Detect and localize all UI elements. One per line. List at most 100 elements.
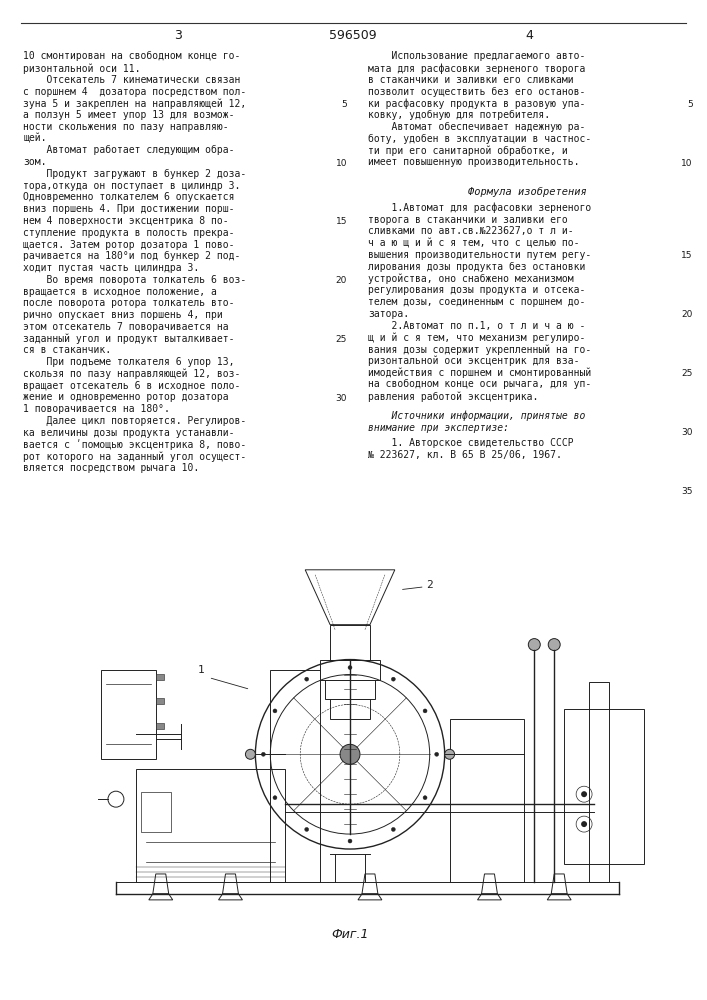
Text: 25: 25 bbox=[682, 369, 693, 378]
Text: Формула изобретения: Формула изобретения bbox=[468, 187, 587, 197]
Bar bbox=[325, 680, 375, 699]
Text: 30: 30 bbox=[336, 394, 347, 403]
Circle shape bbox=[273, 709, 277, 713]
Text: 1.Автомат для расфасовки зерненого: 1.Автомат для расфасовки зерненого bbox=[368, 203, 591, 213]
Text: внимание при экспертизе:: внимание при экспертизе: bbox=[368, 423, 509, 433]
Text: имеет повышенную производительность.: имеет повышенную производительность. bbox=[368, 157, 580, 167]
Text: 10 смонтирован на свободном конце го-: 10 смонтирован на свободном конце го- bbox=[23, 51, 240, 61]
Text: мата для расфасовки зерненого творога: мата для расфасовки зерненого творога bbox=[368, 63, 585, 74]
Text: после поворота ротора толкатель вто-: после поворота ротора толкатель вто- bbox=[23, 298, 235, 308]
Text: Далее цикл повторяется. Регулиров-: Далее цикл повторяется. Регулиров- bbox=[23, 416, 247, 426]
Circle shape bbox=[305, 827, 309, 831]
Circle shape bbox=[245, 749, 255, 759]
Circle shape bbox=[423, 709, 427, 713]
Text: 1: 1 bbox=[197, 665, 204, 675]
Text: Отсекатель 7 кинематически связан: Отсекатель 7 кинематически связан bbox=[23, 75, 240, 85]
Text: с поршнем 4  дозатора посредством пол-: с поршнем 4 дозатора посредством пол- bbox=[23, 87, 247, 97]
Text: творога в стаканчики и заливки его: творога в стаканчики и заливки его bbox=[368, 215, 568, 225]
Text: Использование предлагаемого авто-: Использование предлагаемого авто- bbox=[368, 51, 585, 61]
Text: равления работой эксцентрика.: равления работой эксцентрика. bbox=[368, 391, 538, 402]
Circle shape bbox=[548, 639, 560, 651]
Text: 1 поворачивается на 180°.: 1 поворачивается на 180°. bbox=[23, 404, 170, 414]
Text: этом отсекатель 7 поворачивается на: этом отсекатель 7 поворачивается на bbox=[23, 322, 229, 332]
Text: ковку, удобную для потребителя.: ковку, удобную для потребителя. bbox=[368, 110, 550, 120]
Circle shape bbox=[262, 752, 265, 756]
Text: 20: 20 bbox=[336, 276, 347, 285]
Text: щается. Затем ротор дозатора 1 пово-: щается. Затем ротор дозатора 1 пово- bbox=[23, 240, 235, 250]
Text: вается с ʹпомощью эксцентрика 8, пово-: вается с ʹпомощью эксцентрика 8, пово- bbox=[23, 440, 247, 450]
Text: сливками по авт.св.№223627,о т л и-: сливками по авт.св.№223627,о т л и- bbox=[368, 226, 573, 236]
Text: позволит осуществить без его останов-: позволит осуществить без его останов- bbox=[368, 87, 585, 97]
Text: 10: 10 bbox=[681, 159, 693, 168]
Text: 15: 15 bbox=[681, 251, 693, 260]
Text: ка величины дозы продукта устанавли-: ка величины дозы продукта устанавли- bbox=[23, 428, 235, 438]
Text: 2: 2 bbox=[426, 580, 433, 590]
Text: затора.: затора. bbox=[368, 309, 409, 319]
Text: 20: 20 bbox=[682, 310, 693, 319]
Text: зом.: зом. bbox=[23, 157, 47, 167]
Text: 1. Авторское свидетельство СССР: 1. Авторское свидетельство СССР bbox=[368, 438, 573, 448]
Circle shape bbox=[348, 839, 352, 843]
Circle shape bbox=[435, 752, 438, 756]
Text: 30: 30 bbox=[681, 428, 693, 437]
Bar bbox=[101, 670, 156, 759]
Circle shape bbox=[423, 796, 427, 800]
Text: вращает отсекатель 6 в исходное поло-: вращает отсекатель 6 в исходное поло- bbox=[23, 381, 240, 391]
Bar bbox=[156, 698, 164, 704]
Bar bbox=[330, 699, 370, 719]
Circle shape bbox=[340, 744, 360, 764]
Bar bbox=[450, 719, 525, 882]
Text: рично опускает вниз поршень 4, при: рично опускает вниз поршень 4, при bbox=[23, 310, 223, 320]
Text: щей.: щей. bbox=[23, 134, 47, 144]
Text: в стаканчики и заливки его сливками: в стаканчики и заливки его сливками bbox=[368, 75, 573, 85]
Bar bbox=[320, 660, 380, 680]
Text: ч а ю щ и й с я тем, что с целью по-: ч а ю щ и й с я тем, что с целью по- bbox=[368, 238, 580, 248]
Text: устройства, оно снабжено механизмом: устройства, оно снабжено механизмом bbox=[368, 273, 573, 284]
Text: Фиг.1: Фиг.1 bbox=[332, 928, 369, 941]
Bar bbox=[136, 769, 285, 882]
Text: 5: 5 bbox=[687, 100, 693, 109]
Text: рот которого на заданный угол осущест-: рот которого на заданный угол осущест- bbox=[23, 451, 247, 462]
Text: регулирования дозы продукта и отсека-: регулирования дозы продукта и отсека- bbox=[368, 285, 585, 295]
Text: зуна 5 и закреплен на направляющей 12,: зуна 5 и закреплен на направляющей 12, bbox=[23, 98, 247, 109]
Text: вышения производительности путем регу-: вышения производительности путем регу- bbox=[368, 250, 591, 260]
Bar bbox=[589, 682, 609, 882]
Bar bbox=[141, 792, 170, 832]
Circle shape bbox=[273, 796, 277, 800]
Text: вращается в исходное положение, а: вращается в исходное положение, а bbox=[23, 287, 217, 297]
Text: щ и й с я тем, что механизм регулиро-: щ и й с я тем, что механизм регулиро- bbox=[368, 332, 585, 343]
Text: ризонтальной оси эксцентрик для вза-: ризонтальной оси эксцентрик для вза- bbox=[368, 356, 580, 366]
Text: ся в стаканчик.: ся в стаканчик. bbox=[23, 345, 112, 355]
Text: 35: 35 bbox=[681, 487, 693, 496]
Text: При подъеме толкателя 6 упор 13,: При подъеме толкателя 6 упор 13, bbox=[23, 357, 235, 367]
Text: Продукт загружают в бункер 2 доза-: Продукт загружают в бункер 2 доза- bbox=[23, 169, 247, 179]
Text: ступление продукта в полость прекра-: ступление продукта в полость прекра- bbox=[23, 228, 235, 238]
Text: 2.Автомат по п.1, о т л и ч а ю -: 2.Автомат по п.1, о т л и ч а ю - bbox=[368, 320, 585, 330]
Text: 4: 4 bbox=[525, 29, 533, 42]
Text: 5: 5 bbox=[341, 100, 347, 109]
Text: рачивается на 180°и под бункер 2 под-: рачивается на 180°и под бункер 2 под- bbox=[23, 251, 240, 261]
Text: тора,откуда он поступает в цилиндр 3.: тора,откуда он поступает в цилиндр 3. bbox=[23, 181, 240, 191]
Text: вниз поршень 4. При достижении порш-: вниз поршень 4. При достижении порш- bbox=[23, 204, 235, 214]
Text: ризонтальной оси 11.: ризонтальной оси 11. bbox=[23, 63, 141, 74]
Text: Автомат работает следующим обра-: Автомат работает следующим обра- bbox=[23, 145, 235, 155]
Circle shape bbox=[445, 749, 455, 759]
Bar bbox=[270, 670, 320, 882]
Text: ки расфасовку продукта в разовую упа-: ки расфасовку продукта в разовую упа- bbox=[368, 98, 585, 109]
Bar bbox=[330, 625, 370, 660]
Text: имодействия с поршнем и смонтированный: имодействия с поршнем и смонтированный bbox=[368, 368, 591, 378]
Bar bbox=[564, 709, 644, 864]
Text: 25: 25 bbox=[336, 335, 347, 344]
Circle shape bbox=[392, 677, 395, 681]
Text: 3: 3 bbox=[174, 29, 182, 42]
Text: ности скольжения по пазу направляю-: ности скольжения по пазу направляю- bbox=[23, 122, 229, 132]
Text: 10: 10 bbox=[336, 159, 347, 168]
Circle shape bbox=[348, 666, 352, 670]
Text: заданный угол и продукт выталкивает-: заданный угол и продукт выталкивает- bbox=[23, 334, 235, 344]
Text: ходит пустая часть цилиндра 3.: ходит пустая часть цилиндра 3. bbox=[23, 263, 199, 273]
Bar bbox=[156, 723, 164, 729]
Text: 596509: 596509 bbox=[329, 29, 377, 42]
Text: телем дозы, соединенным с поршнем до-: телем дозы, соединенным с поршнем до- bbox=[368, 297, 585, 307]
Text: нем 4 поверхности эксцентрика 8 по-: нем 4 поверхности эксцентрика 8 по- bbox=[23, 216, 229, 226]
Text: Источники информации, принятые во: Источники информации, принятые во bbox=[368, 411, 585, 421]
